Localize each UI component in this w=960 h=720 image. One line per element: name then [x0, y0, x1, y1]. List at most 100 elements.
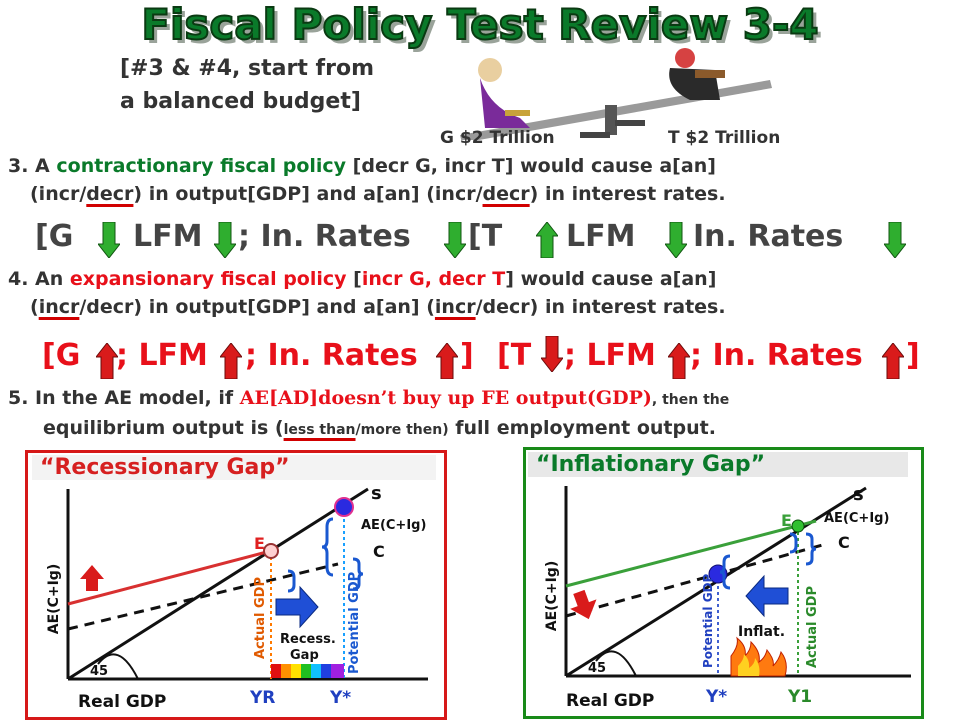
q3-l2e: ) in interest rates.	[529, 183, 726, 205]
c-label: C	[838, 533, 850, 552]
q3-term: contractionary fiscal policy	[56, 155, 347, 177]
q4-line-1: 4. An expansionary fiscal policy [incr G…	[8, 265, 953, 293]
q4-term: expansionary fiscal policy	[69, 268, 347, 290]
y1-label: Y1	[787, 687, 812, 707]
q3-line-1: 3. A contractionary fiscal policy [decr …	[8, 152, 953, 180]
ystar-label: Y*	[329, 688, 351, 708]
question-3: 3. A contractionary fiscal policy [decr …	[8, 152, 953, 208]
seesaw-fulcrum	[580, 105, 645, 138]
deg-label: 45	[90, 664, 108, 679]
angle-arc	[97, 653, 139, 680]
bracket-icon	[321, 517, 334, 577]
q3-bracket: [decr G, incr T]	[346, 155, 514, 177]
inflationary-gap-chart: E s AE(C+Ig) C AE(C+Ig) Real GDP 45 Pote…	[544, 484, 911, 711]
row4-lfm2: ; LFM	[564, 338, 656, 373]
recessionary-gap-chart: E s AE(C+Ig) C AE(C+Ig) Real GDP 45 Actu…	[46, 483, 428, 712]
q3-l2a: (incr/	[30, 183, 87, 205]
s-label: s	[853, 484, 864, 505]
q3-rest: would cause a[an]	[513, 155, 716, 177]
page-title: Fiscal Policy Test Review 3-4	[140, 0, 819, 50]
row4-rates1: ; In. Rates	[245, 338, 418, 373]
yr-label: YR	[249, 688, 275, 708]
q5-term: AE[AD]doesn’t buy up FE output(GDP)	[239, 387, 652, 409]
arrow-down-icon	[541, 336, 563, 372]
q5-line-2: equilibrium output is (less than/more th…	[8, 414, 953, 444]
arrow-down-icon	[214, 222, 236, 258]
fire-icon	[730, 636, 787, 677]
actual-gdp-label: Actual GDP	[805, 586, 820, 668]
bracket-icon	[287, 569, 296, 593]
arrow-up-icon	[882, 343, 904, 379]
arrow-right-icon	[275, 585, 319, 629]
ystar-label: Y*	[705, 687, 727, 707]
arrow-up-icon	[220, 343, 242, 379]
potential-gdp-label: Potential GDP	[347, 572, 362, 674]
seesaw-left-label: G $2 Trillion	[440, 128, 555, 148]
q3-prefix: 3. A	[8, 155, 57, 177]
angle-arc	[595, 650, 637, 677]
q4-l2e: /decr) in interest rates.	[475, 296, 726, 318]
recessionary-gap-title: “Recessionary Gap”	[32, 455, 436, 480]
ae-line	[565, 519, 817, 588]
q4-answer-rates: incr	[434, 296, 476, 318]
arrow-left-icon	[745, 574, 789, 618]
seesaw-right-label: T $2 Trillion	[668, 128, 781, 148]
ae-label: AE(C+Ig)	[361, 518, 426, 533]
row4-close1: ]	[460, 338, 474, 373]
deg-label: 45	[588, 661, 606, 676]
row3-lfm1: LFM	[133, 219, 203, 254]
question-5: 5. In the AE model, if AE[AD]doesn’t buy…	[8, 384, 953, 444]
potential-point	[334, 497, 354, 517]
c-line	[67, 562, 339, 631]
question-4: 4. An expansionary fiscal policy [incr G…	[8, 265, 953, 321]
arrow-down-icon	[444, 222, 466, 258]
q3-answer-output: decr	[86, 183, 134, 205]
q5-l2c: /more then)	[355, 422, 449, 438]
person-left	[478, 58, 530, 128]
subtitle: [#3 & #4, start from a balanced budget]	[120, 52, 450, 118]
inflationary-gap-panel: “Inflationary Gap” E s AE(C+Ig) C AE(C+I…	[523, 447, 924, 719]
arrow-up-icon	[96, 343, 118, 379]
arrow-down-icon	[570, 589, 597, 620]
q3-answer-rates: decr	[482, 183, 530, 205]
arrow-up-icon	[668, 343, 690, 379]
bracket-icon	[789, 532, 798, 554]
e-label: E	[781, 511, 792, 530]
c-line	[565, 542, 827, 618]
arrow-down-icon	[884, 222, 906, 258]
person-right	[669, 48, 725, 100]
q4-bracket-b: incr G, decr T	[361, 268, 506, 290]
bracket-icon	[805, 532, 817, 566]
row3-lfm2: LFM	[566, 219, 636, 254]
subtitle-line-2: a balanced budget]	[120, 89, 361, 114]
row4-close2: ]	[906, 338, 920, 373]
q5-prefix: 5. In the AE model, if	[8, 387, 240, 409]
bracket-icon	[352, 557, 364, 591]
q5-l2d: full employment output.	[448, 417, 716, 439]
x-axis-label: Real GDP	[566, 691, 654, 711]
equilibrium-point	[263, 543, 279, 559]
q3-line-2: (incr/decr) in output[GDP] and a[an] (in…	[8, 180, 953, 208]
q3-l2c: ) in output[GDP] and a[an] (incr/	[133, 183, 483, 205]
q4-answer-output: incr	[38, 296, 80, 318]
line-45	[67, 487, 369, 681]
q5-line-1: 5. In the AE model, if AE[AD]doesn’t buy…	[8, 384, 953, 414]
q4-bracket-a: [	[346, 268, 362, 290]
subtitle-line-1: [#3 & #4, start from	[120, 56, 374, 81]
arrow-up-icon	[536, 222, 558, 258]
q5-rest: , then the	[651, 392, 730, 408]
q4-l2c: /decr) in output[GDP] and a[an] (	[79, 296, 435, 318]
recess-label: Recess.	[280, 632, 336, 647]
potential-gdp-label: Potential GDP	[701, 573, 715, 668]
q4-l2a: (	[30, 296, 39, 318]
recessionary-gap-bar	[271, 664, 344, 678]
row4-rates2: ; In. Rates	[690, 338, 863, 373]
e-label: E	[254, 534, 265, 553]
arrow-down-icon	[98, 222, 120, 258]
bracket-icon	[719, 554, 731, 590]
arrow-down-icon	[665, 222, 687, 258]
y-axis-label: AE(C+Ig)	[544, 561, 560, 631]
q5-answer: less than	[283, 422, 356, 438]
q4-prefix: 4. An	[8, 268, 70, 290]
ae-line	[67, 547, 279, 606]
